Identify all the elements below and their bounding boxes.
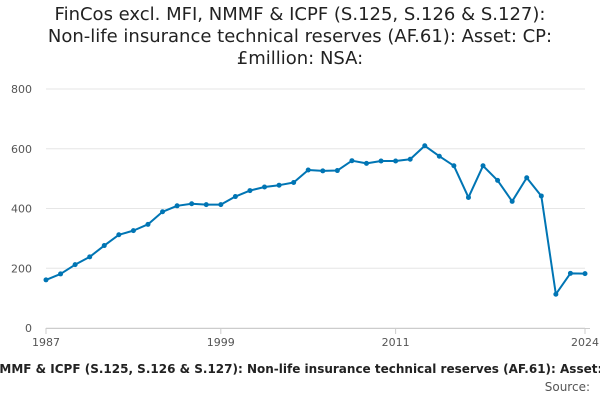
- x-tick-label: 2011: [382, 336, 410, 349]
- data-point[interactable]: [276, 182, 282, 188]
- data-point[interactable]: [334, 168, 340, 174]
- data-point[interactable]: [451, 163, 457, 169]
- data-series: [43, 143, 588, 297]
- x-tick-label: 1987: [32, 336, 60, 349]
- data-point[interactable]: [349, 158, 355, 164]
- data-point[interactable]: [247, 188, 253, 194]
- y-tick-label: 0: [25, 322, 32, 335]
- data-point[interactable]: [524, 175, 530, 181]
- x-tick-label: 2024: [571, 336, 599, 349]
- data-point[interactable]: [101, 243, 107, 249]
- y-tick-label: 800: [11, 83, 32, 96]
- source-label: Source:: [545, 380, 590, 394]
- chart-title-line: £million: NSA:: [236, 48, 364, 69]
- data-point[interactable]: [465, 194, 471, 200]
- data-point[interactable]: [320, 168, 326, 174]
- data-point[interactable]: [582, 271, 588, 277]
- data-point[interactable]: [407, 156, 413, 162]
- data-point[interactable]: [305, 167, 311, 173]
- x-axis: 1987 1999 2011 2024: [32, 328, 599, 349]
- x-axis-label: FinCos excl. MFI, NMMF & ICPF (S.125, S.…: [0, 362, 600, 376]
- chart-title-line: FinCos excl. MFI, NMMF & ICPF (S.125, S.…: [54, 4, 546, 25]
- data-point[interactable]: [538, 193, 544, 199]
- data-point[interactable]: [363, 160, 369, 166]
- gridlines: [46, 88, 585, 329]
- data-point[interactable]: [189, 201, 195, 207]
- data-point[interactable]: [72, 262, 78, 268]
- data-point[interactable]: [495, 177, 501, 183]
- y-tick-label: 600: [11, 143, 32, 156]
- y-axis: 0 200 400 600 800: [11, 83, 32, 335]
- data-point[interactable]: [58, 271, 64, 277]
- data-point[interactable]: [393, 158, 399, 164]
- chart-title-line: Non-life insurance technical reserves (A…: [47, 26, 553, 47]
- data-point[interactable]: [203, 202, 209, 208]
- series-line: [45, 144, 586, 296]
- data-point[interactable]: [567, 270, 573, 276]
- data-point[interactable]: [43, 277, 49, 283]
- data-point[interactable]: [130, 228, 136, 234]
- data-point[interactable]: [291, 180, 297, 186]
- x-tick-label: 1999: [207, 336, 235, 349]
- y-tick-label: 400: [11, 203, 32, 216]
- data-point[interactable]: [262, 184, 268, 190]
- y-tick-label: 200: [11, 262, 32, 275]
- data-point[interactable]: [378, 158, 384, 164]
- data-point[interactable]: [232, 194, 238, 200]
- data-point[interactable]: [174, 203, 180, 209]
- data-point[interactable]: [145, 221, 151, 227]
- data-point[interactable]: [480, 163, 486, 169]
- data-point[interactable]: [116, 232, 122, 238]
- data-point[interactable]: [553, 291, 559, 297]
- chart-title: FinCos excl. MFI, NMMF & ICPF (S.125, S.…: [0, 4, 600, 70]
- data-point[interactable]: [436, 153, 442, 159]
- data-point[interactable]: [87, 254, 93, 260]
- data-point[interactable]: [509, 198, 515, 204]
- data-point[interactable]: [160, 209, 166, 215]
- data-point[interactable]: [218, 202, 224, 208]
- data-point[interactable]: [422, 143, 428, 149]
